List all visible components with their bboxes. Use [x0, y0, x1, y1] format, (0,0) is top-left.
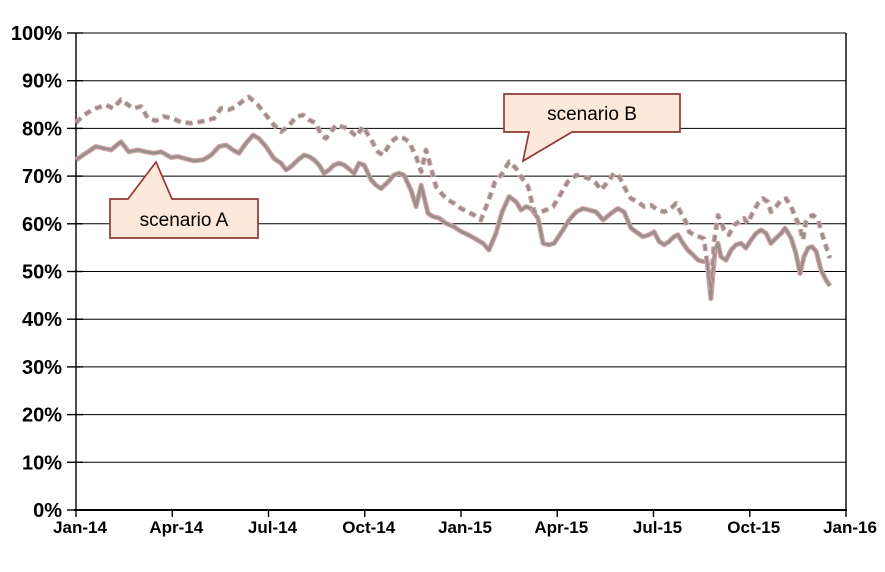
callout-scenario-a-bubble [109, 160, 259, 239]
y-tick-label: 20% [22, 405, 62, 427]
callout-scenario-a-label: scenario A [140, 210, 229, 231]
series-line-scenario-a [75, 133, 832, 301]
callout-scenario-a: scenario A [109, 160, 259, 239]
y-tick-label: 100% [11, 23, 62, 45]
series-group [74, 94, 833, 302]
callout-scenario-b-label: scenario B [547, 104, 637, 125]
x-tick-label: Jan-16 [823, 518, 877, 537]
x-tick-label: Jan-14 [53, 518, 107, 537]
series-line-scenario-b-edge [74, 94, 833, 294]
y-tick-label: 60% [22, 214, 62, 236]
callout-scenario-b: scenario B [503, 93, 681, 163]
y-tick-label: 40% [22, 309, 62, 331]
y-tick-label: 80% [22, 118, 62, 140]
y-tick-label: 0% [33, 500, 62, 522]
callout-scenario-b-bubble [503, 93, 681, 163]
axes-group [67, 32, 847, 517]
y-tick-label: 90% [22, 71, 62, 93]
series-line-scenario-b [75, 95, 832, 292]
x-tick-label: Jul-15 [633, 518, 682, 537]
x-tick-label: Jan-15 [438, 518, 492, 537]
y-tick-label: 50% [22, 262, 62, 284]
y-tick-label: 30% [22, 357, 62, 379]
y-tick-label: 70% [22, 166, 62, 188]
x-tick-label: Apr-15 [534, 518, 588, 537]
x-axis-labels-group: Jan-14 Apr-14 Jul-14 Oct-14 Jan-15 Apr-15 Jul-… [53, 518, 877, 537]
x-tick-label: Oct-15 [727, 518, 780, 537]
x-tick-label: Apr-14 [149, 518, 203, 537]
x-tick-label: Oct-14 [342, 518, 395, 537]
x-tick-label: Jul-14 [248, 518, 298, 537]
y-tick-label: 10% [22, 452, 62, 474]
y-axis-labels-group: 0% 10% 20% 30% 40% 50% 60% 70% 80% 90% 100% [11, 23, 62, 522]
